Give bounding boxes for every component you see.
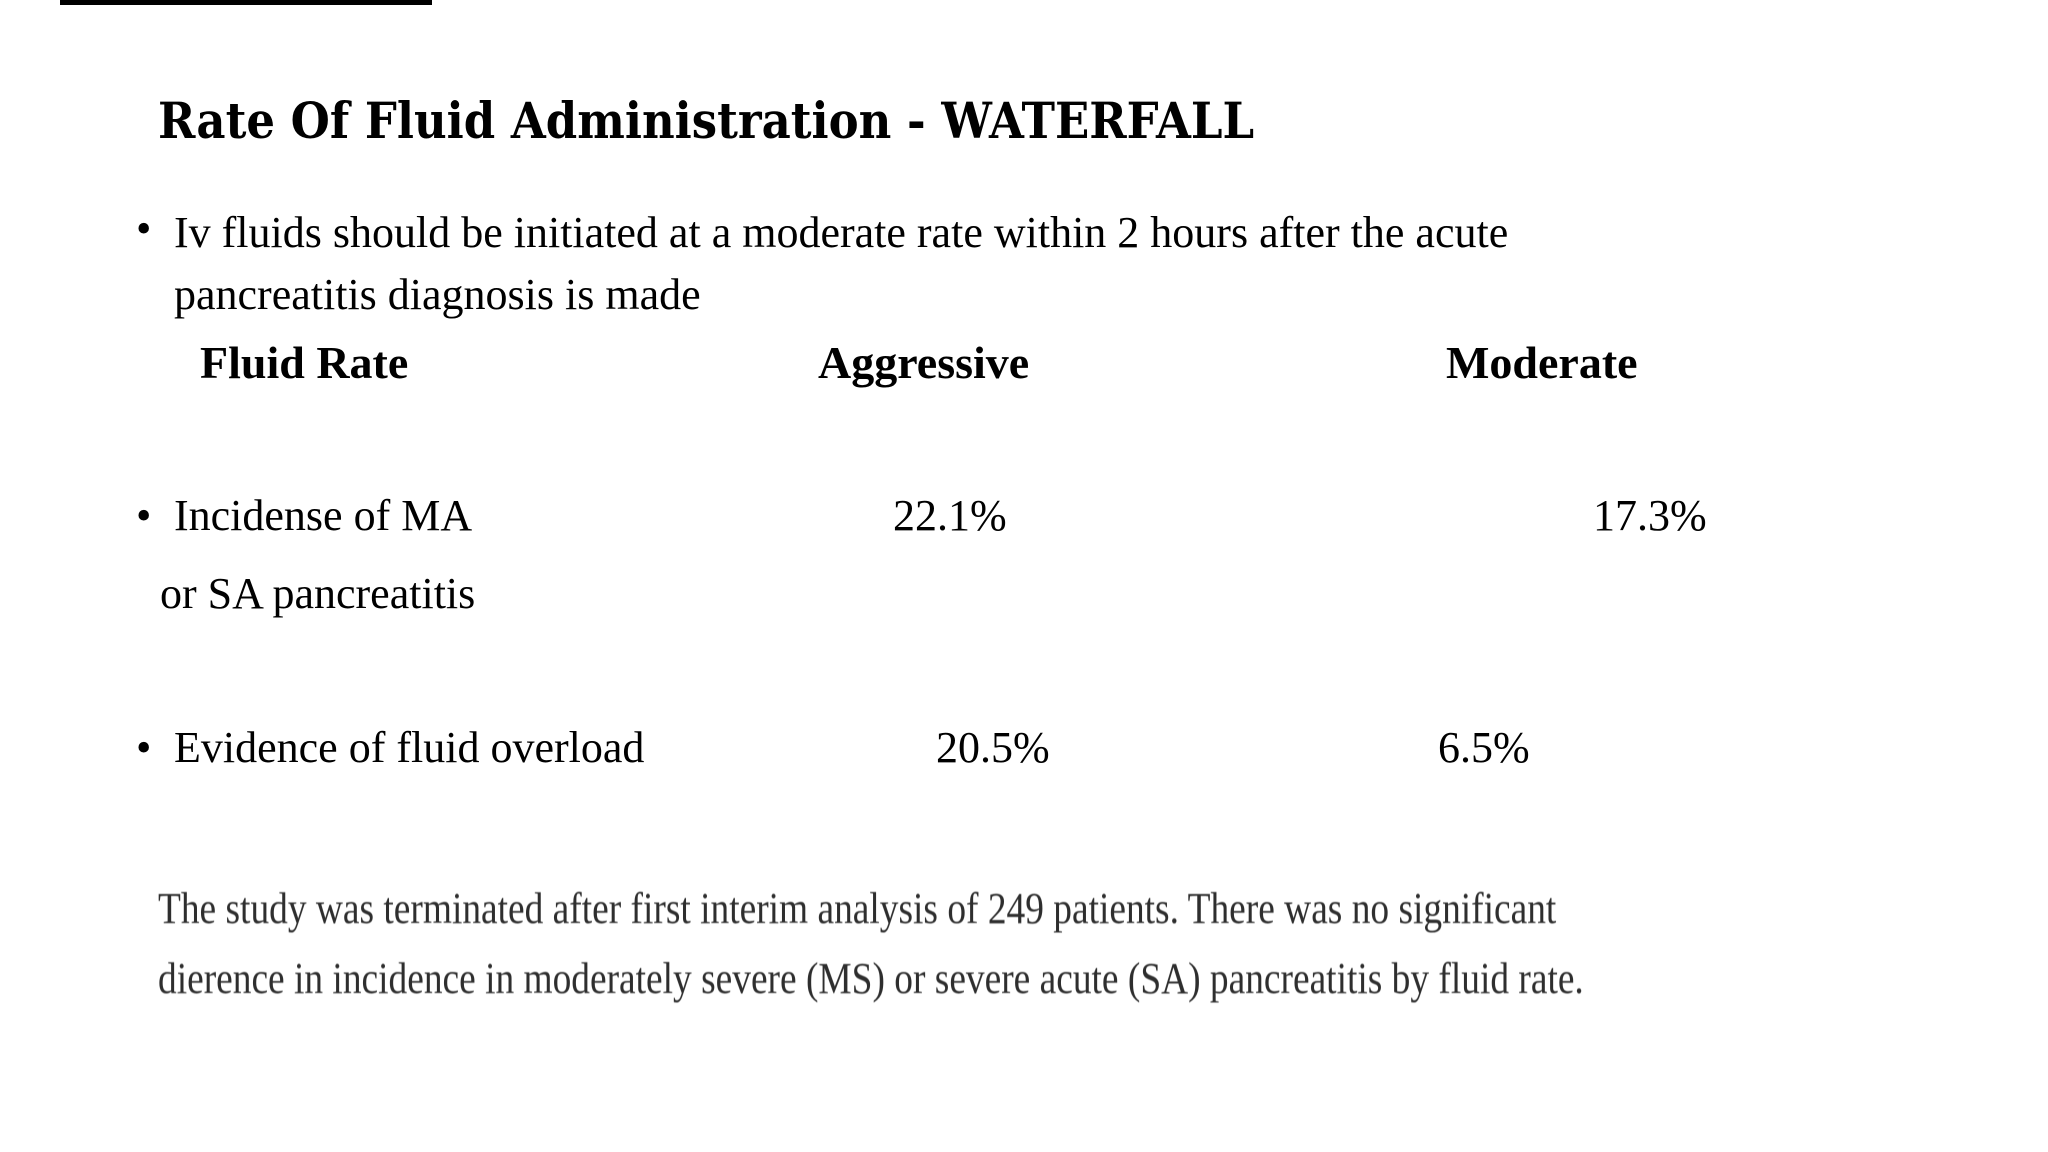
column-header-fluid-rate: Fluid Rate <box>200 337 409 388</box>
table-row-label: Incidense of MA <box>174 491 473 540</box>
intro-line-2: pancreatitis diagnosis is made <box>174 270 701 319</box>
bullet-icon: • <box>136 491 152 540</box>
intro-bullet-text: Iv fluids should be initiated at a moder… <box>174 202 1508 326</box>
table-row-label: Evidence of fluid overload <box>174 723 645 772</box>
footnote-line-2: dierence in incidence in moderately seve… <box>158 954 1584 1003</box>
table-row-label-continued: or SA pancreatitis <box>160 569 476 618</box>
table-cell-moderate: 17.3% <box>1593 491 1707 540</box>
top-edge-line-artifact <box>60 0 432 5</box>
footnote-line-1: The study was terminated after first int… <box>158 884 1557 933</box>
table-cell-aggressive: 20.5% <box>936 723 1050 772</box>
table-cell-moderate: 6.5% <box>1438 723 1530 772</box>
bullet-icon: • <box>136 723 152 772</box>
bullet-icon: • <box>136 204 152 253</box>
column-header-aggressive: Aggressive <box>818 337 1030 388</box>
slide-title: Rate Of Fluid Administration - WATERFALL <box>158 91 1255 150</box>
study-footnote: The study was terminated after first int… <box>158 874 1584 1014</box>
intro-line-1: Iv fluids should be initiated at a moder… <box>174 208 1509 257</box>
column-header-moderate: Moderate <box>1446 337 1638 388</box>
table-cell-aggressive: 22.1% <box>893 491 1007 540</box>
